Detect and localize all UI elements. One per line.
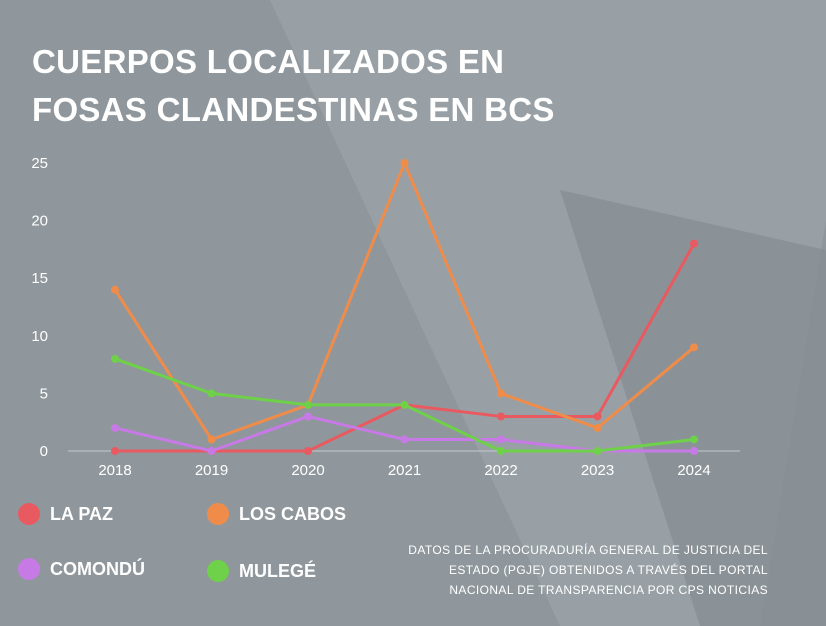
legend-swatch-comondu xyxy=(18,558,40,580)
data-point-los-cabos-2018 xyxy=(111,285,119,294)
data-point-mulege-2018 xyxy=(111,354,119,363)
x-tick-label-2023: 2023 xyxy=(581,462,614,479)
legend-label-los-cabos: LOS CABOS xyxy=(239,503,347,524)
legend-swatch-los-cabos xyxy=(207,503,229,525)
source-note: DATOS DE LA PROCURADURÍA GENERAL DE JUST… xyxy=(408,543,768,597)
title-line-1: CUERPOS LOCALIZADOS EN xyxy=(32,43,505,80)
data-point-comondu-2019 xyxy=(207,447,216,455)
data-point-los-cabos-2023 xyxy=(593,423,602,432)
background-shadow xyxy=(560,190,826,626)
legend-item-comondu: COMONDÚ xyxy=(18,558,145,580)
data-point-los-cabos-2022 xyxy=(497,389,505,398)
x-tick-label-2020: 2020 xyxy=(291,462,324,479)
legend-swatch-mulege xyxy=(207,560,229,582)
x-tick-label-2019: 2019 xyxy=(195,462,228,479)
legend-swatch-la-paz xyxy=(18,503,40,525)
legend-label-comondu: COMONDÚ xyxy=(50,558,145,579)
data-point-comondu-2024 xyxy=(690,447,698,455)
legend-item-los-cabos: LOS CABOS xyxy=(207,503,346,525)
line-chart: 0 5 10 15 20 25 2018 2019 2020 2021 2022 2023 2024 xyxy=(31,155,740,479)
data-point-la-paz-2018 xyxy=(111,447,119,455)
data-point-los-cabos-2021 xyxy=(400,159,409,167)
data-point-mulege-2022 xyxy=(497,447,505,455)
data-point-la-paz-2022 xyxy=(497,412,505,421)
y-tick-label-5: 5 xyxy=(40,385,48,402)
data-point-mulege-2021 xyxy=(400,400,409,409)
data-point-los-cabos-2019 xyxy=(207,435,216,444)
x-tick-label-2022: 2022 xyxy=(484,462,517,479)
data-point-la-paz-2020 xyxy=(304,447,312,455)
data-point-mulege-2020 xyxy=(304,400,312,409)
data-point-mulege-2023 xyxy=(593,447,602,455)
y-tick-label-0: 0 xyxy=(40,443,48,460)
y-tick-label-15: 15 xyxy=(31,270,48,287)
legend-item-mulege: MULEGÉ xyxy=(207,560,316,582)
data-point-mulege-2019 xyxy=(207,389,216,398)
legend-label-mulege: MULEGÉ xyxy=(239,560,317,581)
data-point-comondu-2018 xyxy=(111,423,119,432)
data-point-la-paz-2024 xyxy=(690,239,698,248)
data-point-comondu-2020 xyxy=(304,412,312,421)
data-point-mulege-2024 xyxy=(690,435,698,444)
title-line-2: FOSAS CLANDESTINAS EN BCS xyxy=(32,91,555,128)
x-tick-label-2018: 2018 xyxy=(98,462,131,479)
data-point-comondu-2022 xyxy=(497,435,505,444)
legend-item-la-paz: LA PAZ xyxy=(18,503,113,525)
chart-title: CUERPOS LOCALIZADOS EN FOSAS CLANDESTINA… xyxy=(32,38,555,134)
data-point-comondu-2021 xyxy=(400,435,409,444)
y-tick-label-10: 10 xyxy=(31,328,48,345)
y-tick-label-25: 25 xyxy=(31,155,48,172)
data-point-los-cabos-2024 xyxy=(690,343,698,352)
legend-label-la-paz: LA PAZ xyxy=(50,503,113,524)
data-point-la-paz-2023 xyxy=(593,412,602,421)
y-tick-label-20: 20 xyxy=(31,213,48,230)
x-tick-label-2024: 2024 xyxy=(677,462,710,479)
x-tick-label-2021: 2021 xyxy=(388,462,421,479)
